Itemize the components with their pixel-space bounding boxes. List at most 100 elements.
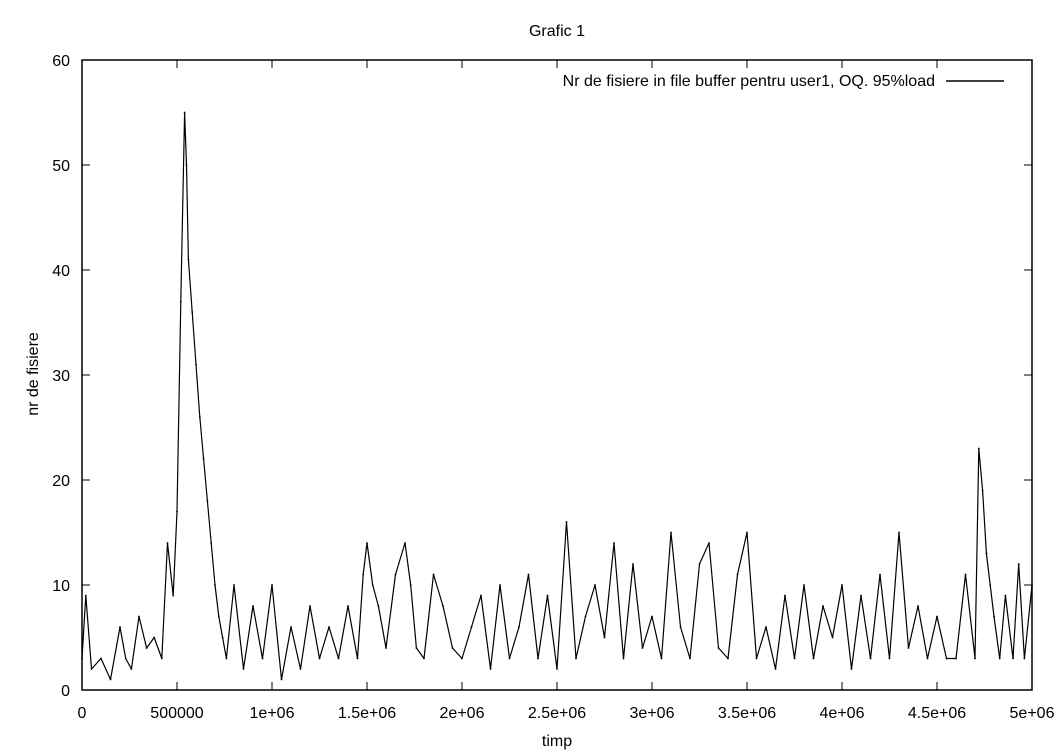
data-point [603,636,606,639]
data-point [1004,594,1007,597]
data-point [955,657,957,660]
data-point [90,668,93,670]
data-point [679,626,682,628]
data-point [765,626,767,628]
data-point [841,584,843,586]
data-point [202,458,205,460]
data-point [888,657,891,660]
data-point [575,657,577,660]
data-point [926,657,929,660]
chart-title: Grafic 1 [529,23,585,40]
data-point [394,573,397,576]
data-point [632,563,634,565]
data-point [651,615,653,618]
data-point [977,447,980,450]
data-point [717,647,720,649]
data-point [689,657,691,660]
data-point [299,668,302,670]
x-tick-label: 0 [78,705,87,722]
data-point [179,300,182,303]
x-tick-label: 1e+06 [250,705,295,722]
data-point [613,542,615,544]
x-tick-label: 5e+06 [1010,705,1055,722]
data-point [214,584,216,586]
data-point [1023,657,1026,660]
data-point [185,164,188,166]
data-point [774,668,777,670]
data-point [698,563,701,565]
data-point [183,111,186,114]
data-point [271,584,273,586]
data-point [822,605,824,607]
x-tick-label: 1.5e+06 [338,705,396,722]
data-point [290,626,292,628]
x-tick-label: 4.5e+06 [908,705,966,722]
data-point [964,573,967,576]
y-tick-label: 30 [52,368,70,385]
data-point [261,657,264,660]
data-point [812,657,815,660]
data-point [989,584,992,586]
data-point [217,615,220,618]
x-tick-label: 2e+06 [440,705,485,722]
data-point [221,636,224,639]
data-point [176,510,178,513]
data-point [337,657,340,660]
data-point [537,657,539,660]
x-tick-label: 3e+06 [630,705,675,722]
data-point [84,594,87,597]
data-point [138,615,140,618]
data-point [736,573,739,576]
data-point [907,647,910,649]
data-point [442,605,444,607]
data-point [803,584,805,586]
x-tick-label: 2.5e+06 [528,705,586,722]
data-point [584,615,587,618]
data-point [145,647,148,649]
data-point [936,615,938,618]
data-point [898,531,900,534]
data-point [985,552,988,555]
series-line [81,111,1033,681]
data-point [409,584,412,586]
data-point [831,636,834,639]
y-tick-label: 20 [52,473,70,490]
data-point [366,542,368,544]
data-point [660,657,663,660]
data-point [415,647,418,649]
data-point [187,258,190,261]
data-point [451,647,454,649]
data-point [1012,657,1014,660]
data-point [423,657,425,660]
data-point [869,657,872,660]
data-point [879,573,881,576]
data-point [974,657,976,660]
data-point [470,626,473,628]
data-point [160,657,163,660]
y-tick-label: 10 [52,578,70,595]
data-point [252,605,254,607]
data-point [1017,563,1020,565]
data-point [233,584,235,586]
data-point [727,657,729,660]
data-point [708,542,710,544]
x-axis-label: timp [542,733,572,750]
data-point [641,647,644,649]
data-point [124,657,127,660]
data-point [210,542,213,544]
data-point [499,584,501,586]
data-point [746,531,748,534]
data-point [784,594,786,597]
data-point [917,605,919,607]
data-point [356,657,359,660]
data-point [225,657,228,660]
y-tick-label: 50 [52,158,70,175]
data-point [371,584,374,586]
x-tick-label: 500000 [150,705,203,722]
data-point [309,605,311,607]
data-point [945,657,948,660]
data-point [793,657,796,660]
data-point [347,605,349,607]
data-point [981,489,984,492]
